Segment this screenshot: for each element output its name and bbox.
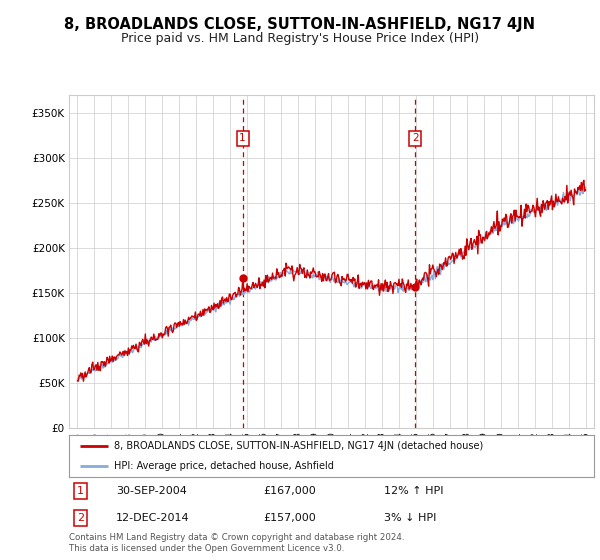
Text: 12% ↑ HPI: 12% ↑ HPI — [384, 486, 443, 496]
Text: 3% ↓ HPI: 3% ↓ HPI — [384, 513, 436, 523]
Text: 30-SEP-2004: 30-SEP-2004 — [116, 486, 187, 496]
Text: 8, BROADLANDS CLOSE, SUTTON-IN-ASHFIELD, NG17 4JN (detached house): 8, BROADLANDS CLOSE, SUTTON-IN-ASHFIELD,… — [113, 441, 483, 451]
Text: 8, BROADLANDS CLOSE, SUTTON-IN-ASHFIELD, NG17 4JN: 8, BROADLANDS CLOSE, SUTTON-IN-ASHFIELD,… — [65, 17, 536, 32]
Text: £167,000: £167,000 — [263, 486, 316, 496]
Text: 12-DEC-2014: 12-DEC-2014 — [116, 513, 190, 523]
Text: Contains HM Land Registry data © Crown copyright and database right 2024.
This d: Contains HM Land Registry data © Crown c… — [69, 533, 404, 553]
Text: Price paid vs. HM Land Registry's House Price Index (HPI): Price paid vs. HM Land Registry's House … — [121, 32, 479, 45]
Text: 2: 2 — [412, 133, 419, 143]
Text: 2: 2 — [77, 513, 84, 523]
Text: 1: 1 — [77, 486, 84, 496]
Text: 1: 1 — [239, 133, 246, 143]
Text: HPI: Average price, detached house, Ashfield: HPI: Average price, detached house, Ashf… — [113, 461, 334, 471]
Text: £157,000: £157,000 — [263, 513, 316, 523]
